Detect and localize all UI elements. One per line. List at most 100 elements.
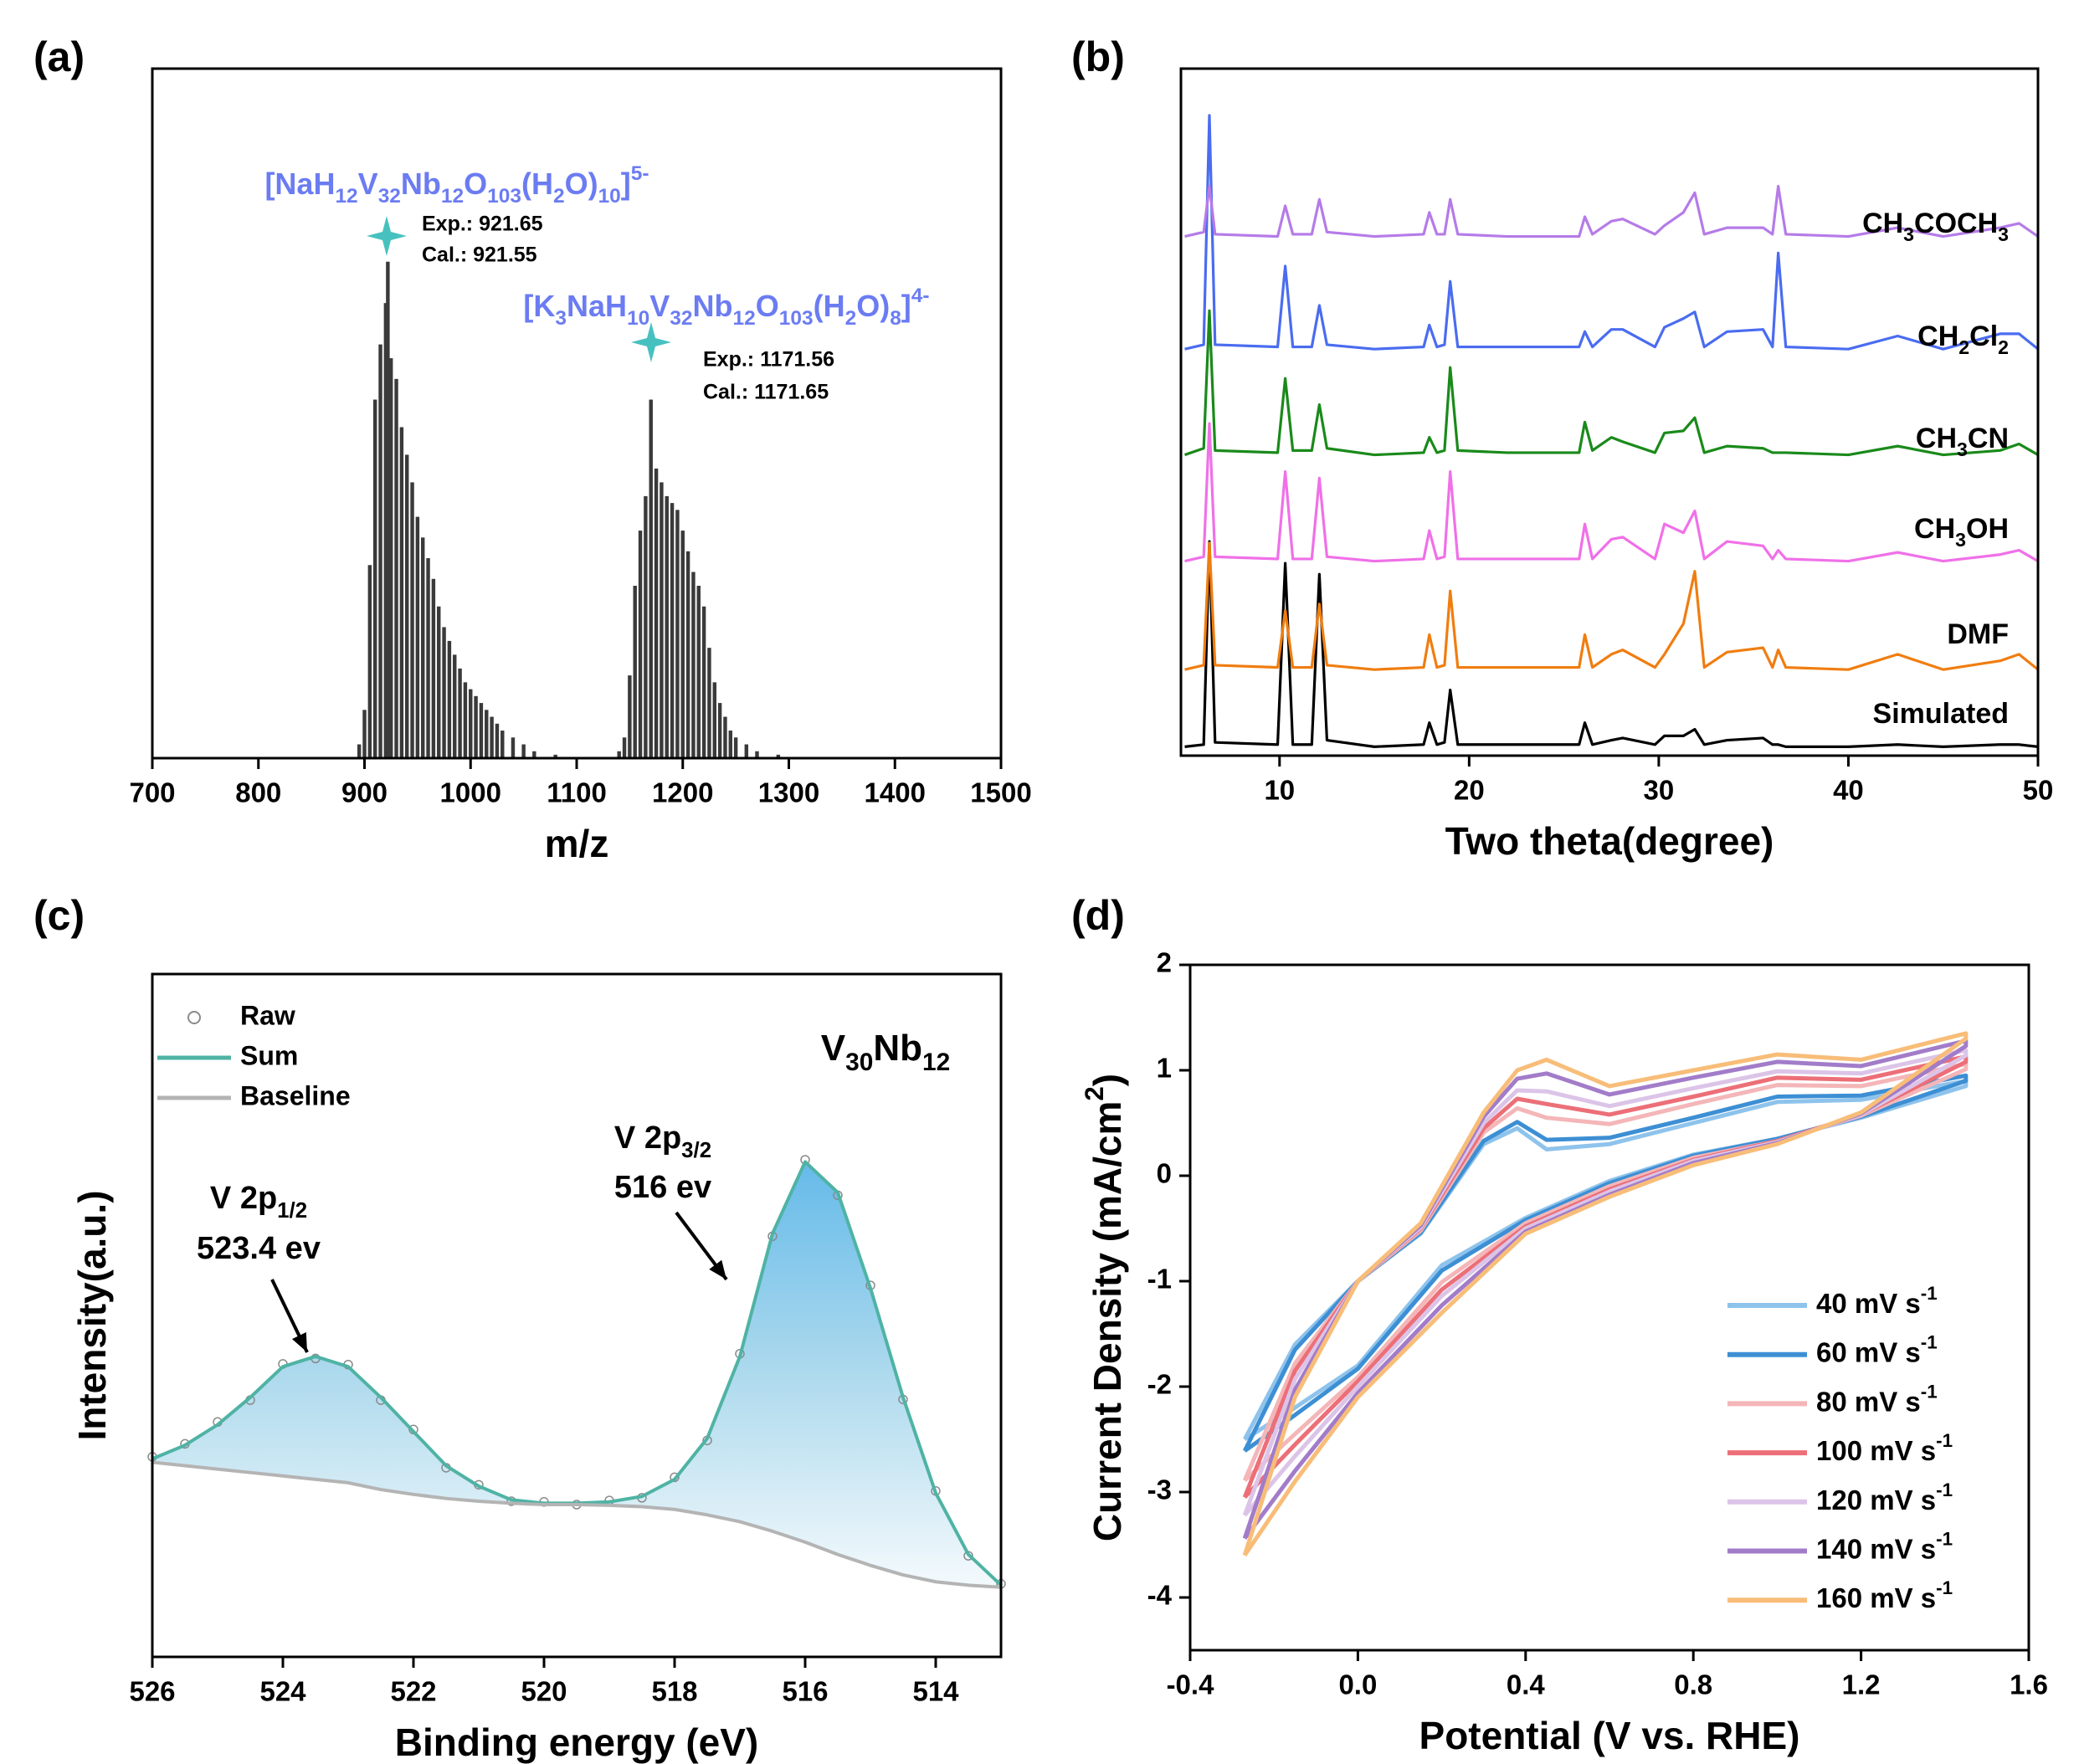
cv-loop	[1242, 1048, 1969, 1517]
text-segment: NaH	[567, 289, 627, 323]
bar	[691, 572, 696, 758]
y-tick-label: 2	[1157, 947, 1172, 978]
bar	[633, 586, 637, 758]
bar	[362, 710, 367, 758]
panel-label: (a)	[33, 33, 85, 80]
bar	[399, 427, 404, 758]
bar	[712, 682, 716, 758]
x-tick-label: 30	[1644, 775, 1675, 806]
bar	[383, 303, 388, 758]
annotation: 516 ev	[614, 1170, 711, 1205]
x-tick-label: 1.2	[1842, 1669, 1881, 1700]
text-segment: 2	[553, 185, 565, 208]
xrd-line	[1184, 184, 2039, 238]
annotation: V 2p3/2	[614, 1120, 711, 1162]
legend-label: 80 mV s-1	[1816, 1382, 1938, 1417]
bar	[654, 468, 659, 758]
x-tick-label: 0.0	[1338, 1669, 1377, 1700]
text-segment: Cl	[1969, 320, 1998, 352]
x-axis-title: Binding energy (eV)	[395, 1720, 758, 1764]
text-segment: CH	[1917, 320, 1958, 352]
bar	[744, 744, 749, 758]
x-tick-label: 1300	[758, 777, 819, 808]
text-segment: (H	[521, 167, 553, 201]
text-segment: OH	[1966, 513, 2009, 545]
text-segment: )	[1086, 1074, 1129, 1086]
bar	[458, 668, 462, 758]
x-tick-label: 526	[129, 1676, 175, 1707]
bar	[628, 675, 632, 758]
text-segment: V	[821, 1028, 846, 1069]
arrow-head	[709, 1259, 726, 1279]
text-segment: V	[358, 167, 378, 201]
bar	[622, 737, 627, 758]
bar	[701, 606, 706, 758]
bar	[755, 751, 759, 758]
text-segment: CN	[1968, 423, 2009, 454]
text-segment: -1	[1921, 1382, 1938, 1402]
y-tick-label: -3	[1147, 1474, 1172, 1505]
x-tick-label: 700	[129, 777, 175, 808]
y-tick-label: 0	[1157, 1158, 1172, 1189]
text-segment: 12	[922, 1049, 950, 1076]
x-tick-label: 0.8	[1674, 1669, 1712, 1700]
cv-loop	[1242, 1061, 1969, 1482]
x-tick-label: 514	[912, 1676, 959, 1707]
text-segment: ]	[901, 289, 911, 323]
text-segment: Current Density (mA/cm	[1086, 1101, 1129, 1542]
bar	[733, 737, 738, 758]
x-tick-label: 520	[521, 1676, 567, 1707]
bar	[474, 695, 478, 758]
bar	[357, 744, 362, 758]
legend-label: 160 mV s-1	[1816, 1578, 1953, 1613]
text-segment: 30	[845, 1049, 873, 1076]
bar	[670, 503, 675, 758]
text-segment: O)	[565, 167, 598, 201]
text-segment: O)	[856, 289, 890, 323]
text-segment: 60 mV s	[1816, 1336, 1921, 1367]
text-segment: 2	[1958, 336, 1969, 358]
bar	[696, 586, 701, 758]
plot-frame	[151, 972, 1003, 1659]
text-segment: 3	[1957, 438, 1968, 460]
bar	[437, 606, 441, 758]
text-segment: V 2p	[614, 1120, 681, 1156]
text-segment: Nb	[693, 289, 733, 323]
text-segment: 32	[670, 307, 692, 330]
legend-label: 120 mV s-1	[1816, 1479, 1953, 1515]
x-tick-label: 516	[782, 1676, 828, 1707]
bar	[469, 689, 473, 758]
bar	[426, 558, 430, 758]
bar	[685, 551, 690, 758]
legend-label: 140 mV s-1	[1816, 1529, 1953, 1564]
x-tick-label: 522	[390, 1676, 436, 1707]
bar	[490, 716, 494, 758]
annotation-text: Exp.: 1171.56	[703, 348, 834, 372]
text-segment: 12	[441, 185, 464, 208]
raw-point	[670, 1472, 680, 1483]
plot-frame	[1179, 67, 2040, 757]
bar	[485, 710, 489, 758]
bar	[532, 751, 536, 758]
text-segment: 12	[335, 185, 357, 208]
x-tick-label: 1400	[865, 777, 926, 808]
y-tick-label: -4	[1147, 1580, 1173, 1611]
curve	[151, 1460, 1002, 1589]
bar	[638, 531, 643, 758]
text-segment: 120 mV s	[1816, 1485, 1936, 1515]
bar	[367, 565, 372, 758]
bar	[660, 482, 664, 758]
x-tick-label: 1000	[440, 777, 501, 808]
bar	[675, 510, 680, 758]
text-segment: CH	[1862, 208, 1903, 239]
text-segment: -1	[1936, 1529, 1953, 1550]
text-segment: 160 mV s	[1816, 1582, 1936, 1613]
text-segment: 80 mV s	[1816, 1386, 1921, 1417]
legend-label: Baseline	[240, 1080, 351, 1110]
text-segment: Nb	[401, 167, 441, 201]
text-segment: 2	[1998, 336, 2009, 358]
x-tick-label: 800	[235, 777, 281, 808]
y-tick-label: -2	[1147, 1369, 1172, 1400]
xrd-line	[1184, 541, 2040, 671]
